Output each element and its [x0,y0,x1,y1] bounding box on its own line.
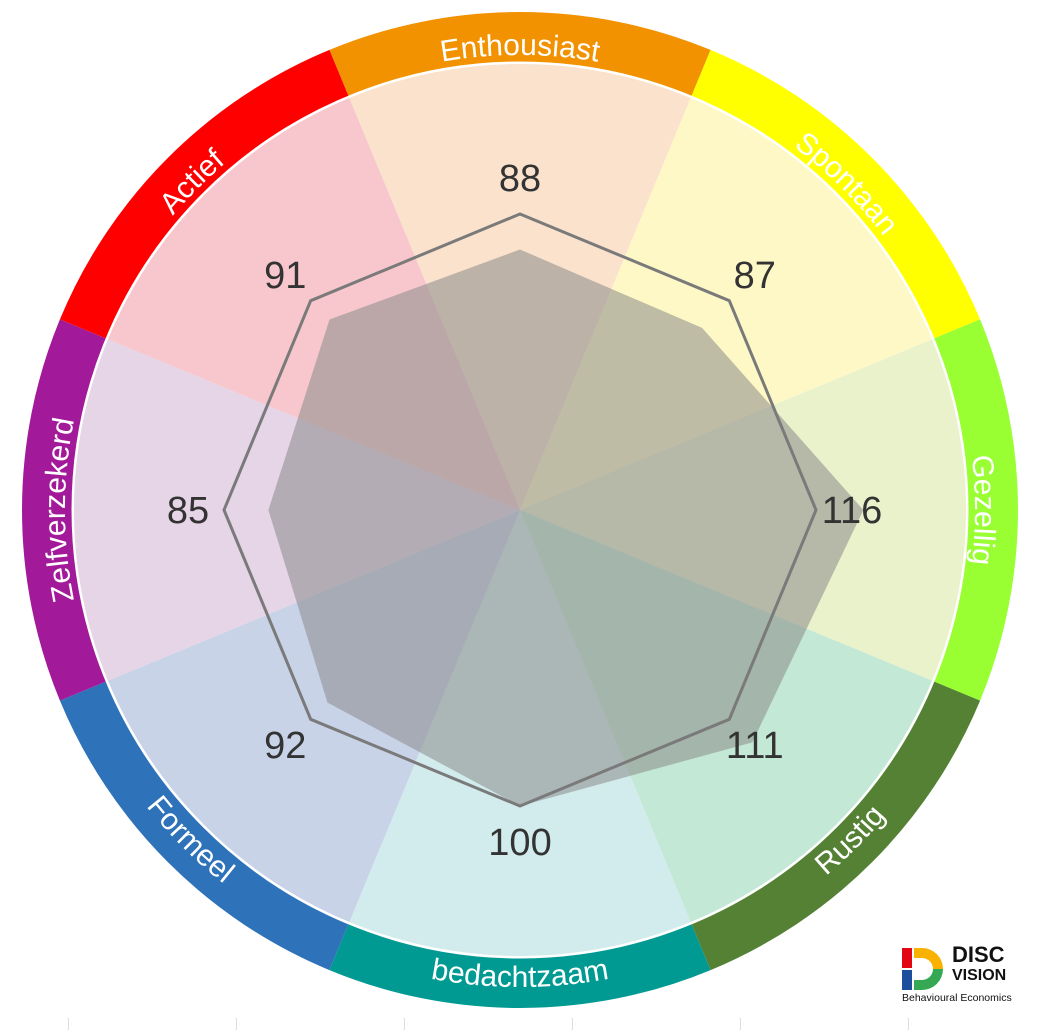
value-label-rustig: 111 [726,725,784,767]
value-label-formeel: 92 [264,725,306,767]
ring-segment-gezellig [933,319,1018,701]
value-label-bedachtzaam: 100 [488,822,551,864]
footer-tick [404,1018,405,1030]
logo-text-vision: VISION [952,967,1007,984]
series-layer [222,212,864,808]
value-labels: 88 87 116 111 100 92 85 91 [167,158,882,864]
footer-tick [740,1018,741,1030]
disc-vision-logo: DISC VISION Behavioural Economics [878,922,1038,1014]
ring-segment-spontaan [691,49,981,339]
ring-label-gezellig: Gezellig [965,453,1001,566]
reference-outline [222,212,818,808]
logo-text-disc: DISC [952,942,1005,967]
value-label-gezellig: 116 [822,490,883,532]
ring-segment-rustig [691,681,981,971]
value-label-actief: 91 [264,255,306,297]
score-area [268,249,864,806]
footer-tick [68,1018,69,1030]
ring-segment-formeel [59,681,349,971]
ring-segment-zelfverzekerd [21,319,107,701]
footer-tick [236,1018,237,1030]
value-label-spontaan: 87 [734,255,776,297]
ring-segment-enthousiast [329,12,711,97]
logo-mark-icon [902,948,943,990]
footer-tick [572,1018,573,1030]
ring-segment-bedachtzaam [329,923,711,1008]
logo-text-tagline: Behavioural Economics [902,992,1012,1004]
footer-tick [908,1018,909,1030]
value-label-enthousiast: 88 [499,158,541,200]
value-label-zelfverzekerd: 85 [167,490,209,532]
ring-segment-actief [59,49,349,339]
